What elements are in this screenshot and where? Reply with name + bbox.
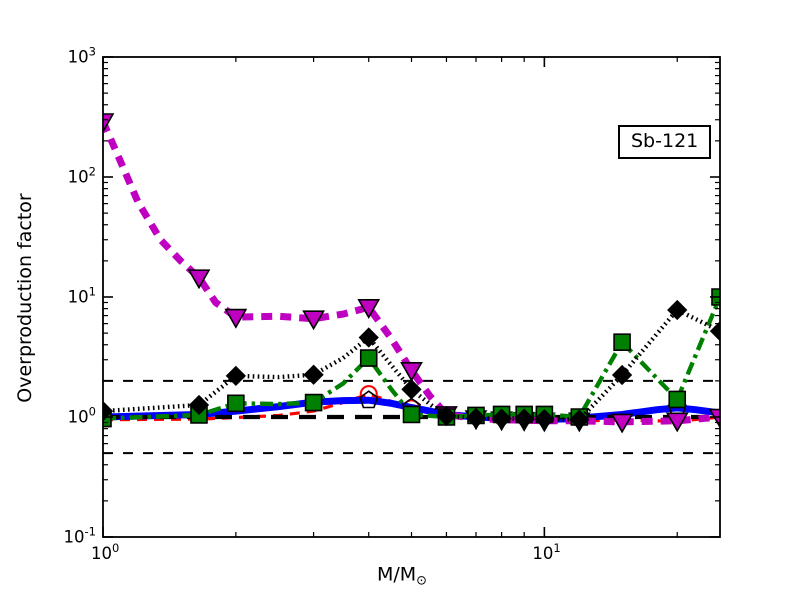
black-dotted-diamonds-marker — [303, 364, 324, 385]
y-axis-label: Overproduction factor — [14, 193, 36, 403]
x-axis-label-main: M/M — [376, 563, 417, 586]
y-tick-label: 100 — [68, 405, 96, 427]
series-line-green-dashdot-squares — [103, 296, 720, 421]
black-dotted-diamonds-marker — [436, 405, 457, 427]
sun-symbol: ⊙ — [416, 573, 428, 589]
green-dashdot-squares-marker — [227, 394, 245, 413]
magenta-dashed-triangles-marker — [187, 269, 211, 290]
series-line-black-dotted-diamonds — [103, 307, 720, 422]
magenta-dashed-triangles-marker — [665, 412, 689, 433]
black-dotted-diamonds-marker — [667, 299, 688, 321]
green-dashdot-squares-marker — [668, 390, 687, 409]
magenta-dashed-triangles-marker — [400, 362, 423, 382]
black-dotted-diamonds-marker — [465, 407, 487, 429]
black-dotted-diamonds-marker — [491, 408, 512, 429]
magenta-dashed-triangles-marker — [302, 310, 325, 331]
black-dotted-diamonds-marker — [225, 365, 246, 387]
green-dashdot-squares-marker — [613, 333, 631, 352]
black-dotted-diamonds-marker — [514, 408, 535, 429]
y-tick-label: 10-1 — [64, 525, 96, 547]
y-tick-label: 103 — [68, 45, 96, 67]
magenta-dashed-triangles-marker — [610, 413, 634, 434]
series-black-dotted-diamonds — [103, 299, 720, 430]
x-tick-label: 101 — [532, 541, 560, 563]
green-dashdot-squares-marker — [359, 349, 378, 367]
green-dashdot-squares-marker — [304, 393, 323, 412]
isotope-label-box: Sb-121 — [618, 125, 712, 159]
black-dotted-diamonds-marker — [709, 320, 720, 342]
black-dotted-diamonds-marker — [534, 408, 555, 430]
black-dotted-diamonds-marker — [569, 409, 590, 430]
magenta-dashed-triangles-marker — [103, 113, 115, 134]
blue-solid-pentagons-marker — [359, 390, 379, 409]
y-tick-label: 102 — [68, 165, 96, 187]
axis-ticks — [102, 56, 720, 538]
y-tick-label: 101 — [68, 285, 96, 307]
magenta-dashed-triangles-marker — [224, 308, 248, 329]
plot-area — [103, 113, 720, 455]
green-dashdot-squares-marker — [402, 405, 421, 424]
black-dotted-diamonds-marker — [103, 400, 114, 422]
black-dotted-diamonds-marker — [611, 364, 633, 386]
black-dotted-diamonds-marker — [188, 394, 210, 416]
x-tick-label: 100 — [91, 541, 119, 563]
black-dotted-diamonds-marker — [401, 379, 422, 400]
magenta-dashed-triangles-marker — [357, 299, 381, 319]
black-dotted-diamonds-marker — [358, 327, 379, 348]
x-axis-label: M/M⊙ — [377, 564, 427, 589]
